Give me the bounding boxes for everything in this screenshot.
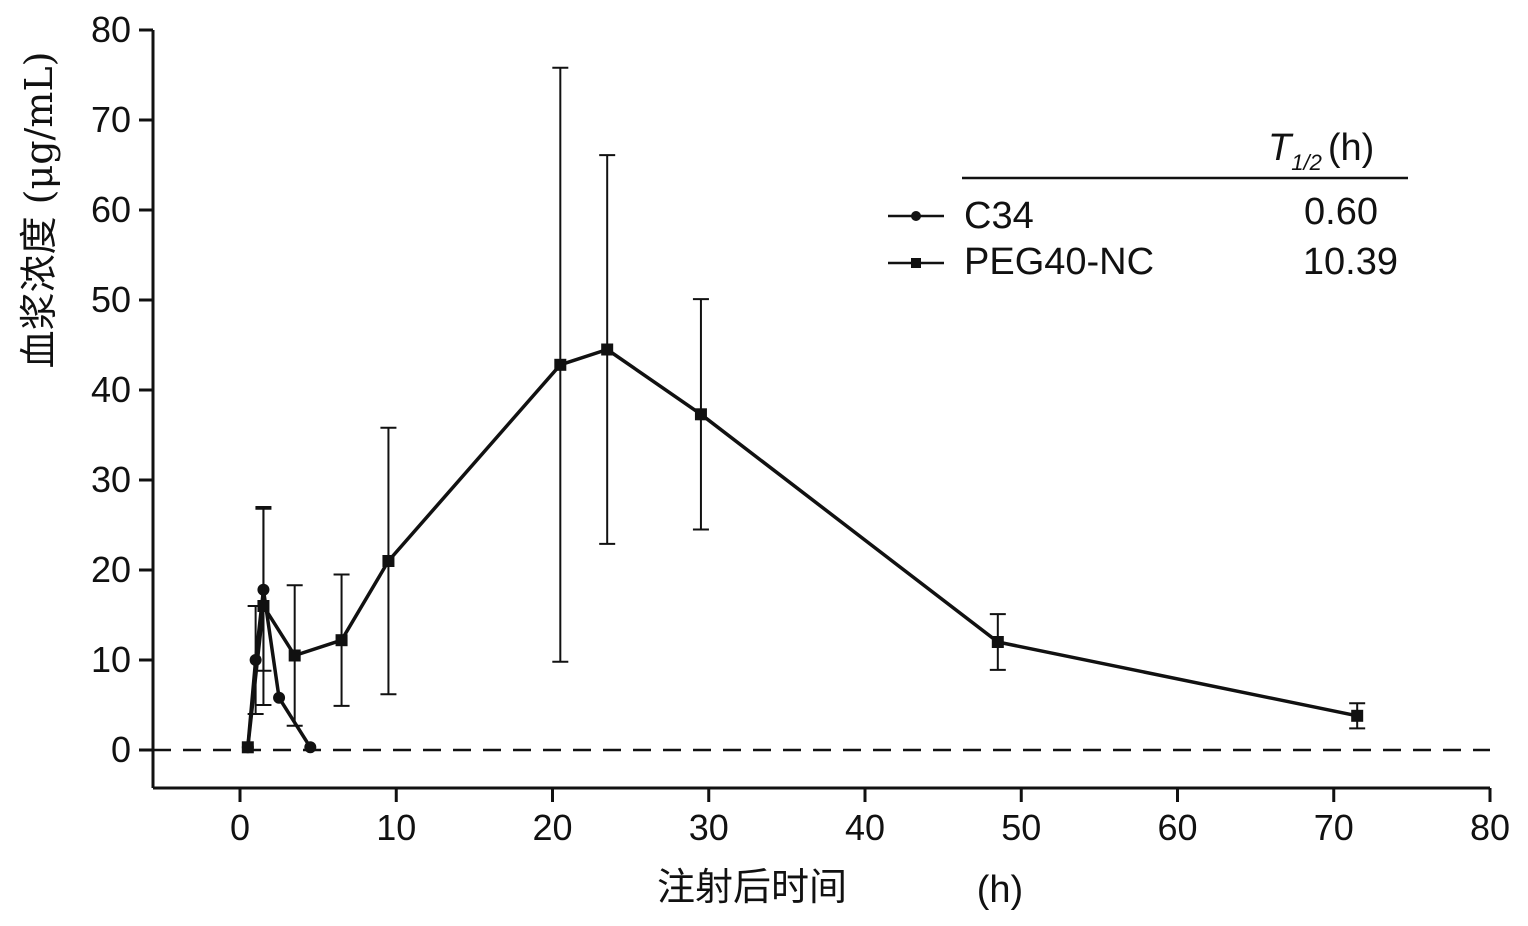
x-tick-label: 70 — [1314, 807, 1354, 848]
y-tick-label: 0 — [111, 729, 131, 770]
x-tick-label: 0 — [230, 807, 250, 848]
data-point-peg40-nc — [241, 741, 254, 754]
data-point-c34 — [304, 741, 317, 754]
data-point-peg40-nc — [1351, 709, 1364, 722]
legend-marker-peg40 — [911, 258, 921, 268]
x-tick-label: 20 — [532, 807, 572, 848]
x-axis-unit: (h) — [977, 869, 1023, 911]
legend-thalf-c34: 0.60 — [1304, 191, 1378, 233]
legend-label-c34: C34 — [964, 195, 1034, 237]
legend-thalf-peg40: 10.39 — [1303, 241, 1398, 283]
y-tick-label: 80 — [91, 9, 131, 50]
legend-marker-c34 — [911, 211, 921, 221]
data-point-peg40-nc — [382, 555, 395, 567]
legend-header-unit: (h) — [1328, 127, 1374, 169]
y-axis-title: 血浆浓度 (μg/mL) — [17, 52, 61, 369]
y-tick-label: 20 — [91, 549, 131, 590]
data-point-peg40-nc — [554, 358, 567, 371]
data-point-peg40-nc — [257, 600, 270, 612]
x-tick-label: 60 — [1157, 807, 1197, 848]
data-point-c34 — [273, 691, 286, 704]
data-point-peg40-nc — [288, 649, 301, 662]
data-point-peg40-nc — [991, 636, 1004, 648]
y-tick-label: 30 — [91, 459, 131, 500]
series-line-peg40-nc — [246, 347, 1358, 748]
legend: T1/2 (h) C34 0.60 PEG40-NC 10.39 — [888, 127, 1408, 283]
x-tick-label: 50 — [1001, 807, 1041, 848]
data-point-peg40-nc — [694, 408, 707, 421]
legend-label-peg40: PEG40-NC — [964, 241, 1154, 283]
legend-header: T1/2 (h) — [1268, 127, 1374, 175]
x-tick-label: 40 — [845, 807, 885, 848]
x-tick-label: 80 — [1470, 807, 1510, 848]
y-tick-label: 10 — [91, 639, 131, 680]
plot-area — [241, 66, 1366, 754]
series-peg40-nc — [241, 66, 1366, 754]
axes — [151, 30, 1490, 790]
legend-header-symbol: T — [1268, 127, 1294, 169]
y-tick-label: 40 — [91, 369, 131, 410]
x-tick-label: 30 — [689, 807, 729, 848]
y-tick-label: 60 — [91, 189, 131, 230]
y-tick-label: 50 — [91, 279, 131, 320]
data-point-peg40-nc — [335, 634, 348, 647]
y-tick-label: 70 — [91, 99, 131, 140]
data-point-peg40-nc — [601, 343, 614, 356]
legend-header-subscript: 1/2 — [1291, 150, 1322, 175]
x-axis-title: 注射后时间 — [657, 865, 847, 909]
x-tick-label: 10 — [376, 807, 416, 848]
x-ticks: 0 10 20 30 40 50 60 70 80 — [230, 788, 1510, 848]
y-ticks: 0 10 20 30 40 50 60 70 80 — [91, 9, 153, 770]
